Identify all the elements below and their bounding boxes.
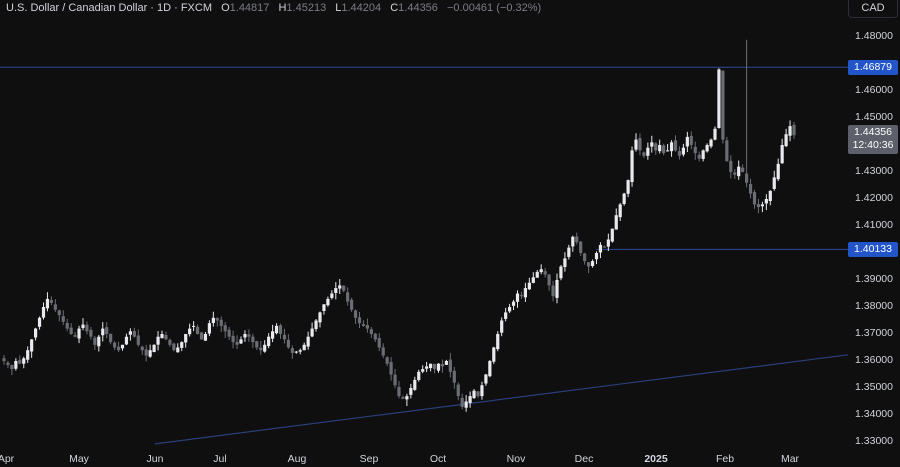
price-tick-label: 1.42000 [855, 192, 893, 204]
price-tick-label: 1.48000 [855, 30, 893, 42]
chart-legend: U.S. Dollar / Canadian Dollar · 1D · FXC… [6, 0, 541, 16]
high-value: 1.45213 [286, 2, 327, 14]
price-tick-label: 1.39000 [855, 273, 893, 285]
level-price-tag: 1.40133 [848, 242, 898, 258]
time-tick-label: Dec [574, 453, 594, 465]
last-price-tag: 1.44356 12:40:36 [848, 125, 898, 155]
time-tick-label: May [69, 453, 89, 465]
price-tick-label: 1.34000 [855, 408, 893, 420]
close-value: 1.44356 [398, 2, 438, 14]
trendline[interactable] [154, 354, 849, 445]
price-tick-label: 1.46000 [855, 84, 893, 96]
open-label: O [221, 2, 230, 14]
bar-countdown: 12:40:36 [852, 139, 894, 152]
time-tick-label: Aug [287, 453, 307, 465]
open-value: 1.44817 [229, 2, 270, 14]
symbol-title[interactable]: U.S. Dollar / Canadian Dollar · 1D · FXC… [6, 2, 213, 14]
price-tick-label: 1.41000 [855, 219, 893, 231]
price-tick-label: 1.45000 [855, 111, 893, 123]
currency-button[interactable]: CAD [848, 0, 898, 18]
time-tick-label: Sep [359, 453, 379, 465]
low-value: 1.44204 [341, 2, 382, 14]
price-tick-label: 1.38000 [855, 300, 893, 312]
close-label: C [390, 2, 399, 14]
last-price-value: 1.44356 [854, 126, 892, 139]
horizontal-levels[interactable] [0, 66, 848, 250]
time-tick-label: Jun [146, 453, 164, 465]
price-tick-label: 1.43000 [855, 165, 893, 177]
time-tick-label: 2025 [644, 453, 668, 465]
price-tick-label: 1.36000 [855, 354, 893, 366]
time-tick-label: Feb [715, 453, 735, 465]
time-tick-label: Oct [429, 453, 447, 465]
low-label: L [335, 2, 342, 14]
level-price-tag: 1.46879 [848, 60, 898, 76]
price-tick-label: 1.37000 [855, 327, 893, 339]
time-tick-label: Mar [780, 453, 800, 465]
time-tick-label: Nov [506, 453, 526, 465]
change-value: −0.00461 (−0.32%) [446, 2, 542, 14]
time-tick-label: Apr [0, 453, 15, 465]
high-label: H [278, 2, 287, 14]
price-tick-label: 1.33000 [855, 435, 893, 447]
time-tick-label: Jul [213, 453, 227, 465]
candlesticks [2, 39, 796, 412]
price-tick-label: 1.35000 [855, 381, 893, 393]
